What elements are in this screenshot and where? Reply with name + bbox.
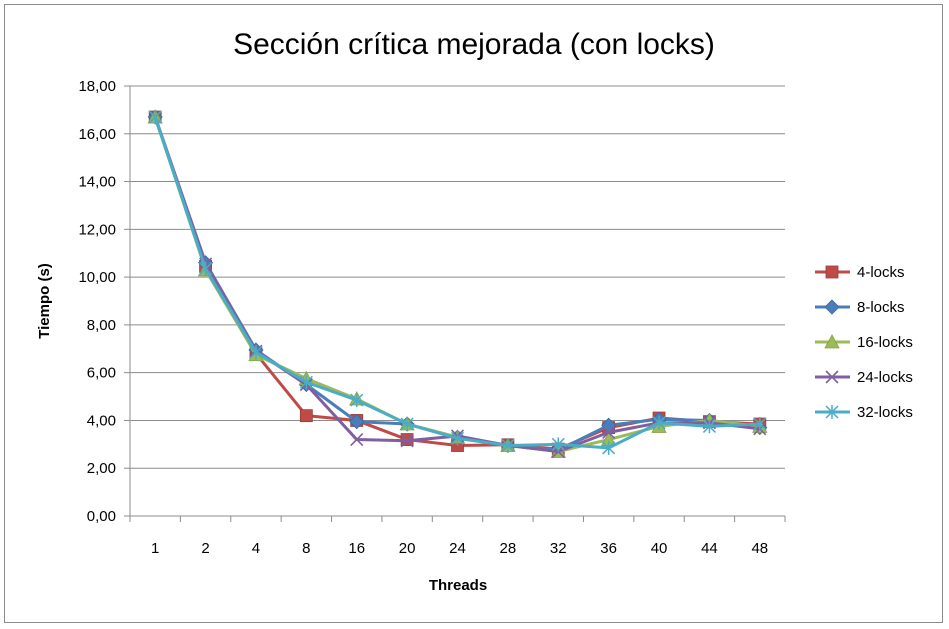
data-point — [400, 417, 414, 432]
legend-label: 16-locks — [857, 334, 913, 351]
x-tick-label: 16 — [348, 540, 365, 557]
chart-frame — [4, 4, 943, 623]
legend-marker — [824, 334, 840, 349]
x-tick-label: 4 — [252, 540, 260, 557]
series-line — [153, 116, 760, 453]
legend-label: 4-locks — [857, 264, 905, 281]
chart-title: Sección crítica mejorada (con locks) — [233, 28, 715, 61]
data-point — [652, 415, 666, 430]
legend-item: 16-locks — [815, 334, 913, 351]
y-tick-label: 18,00 — [78, 78, 116, 95]
x-tick-label: 24 — [449, 540, 466, 557]
data-point — [602, 440, 616, 455]
y-tick-label: 2,00 — [87, 460, 116, 477]
legend-marker — [825, 370, 839, 384]
legend-item: 8-locks — [815, 299, 905, 316]
legend-marker — [825, 265, 839, 279]
series-line — [153, 116, 761, 452]
x-tick-label: 48 — [751, 540, 768, 557]
x-tick-label: 28 — [500, 540, 517, 557]
legend-marker — [824, 299, 840, 315]
legend-label: 32-locks — [857, 404, 913, 421]
y-tick-label: 4,00 — [87, 412, 116, 429]
y-tick-label: 10,00 — [78, 269, 116, 286]
y-tick-label: 0,00 — [87, 508, 116, 525]
series-8-locks — [147, 109, 768, 458]
series-32-locks — [148, 110, 767, 455]
series-4-locks — [148, 110, 767, 456]
data-point — [501, 438, 515, 453]
x-tick-label: 2 — [201, 540, 209, 557]
gridlines — [130, 85, 785, 469]
x-tick-label: 40 — [651, 540, 668, 557]
y-tick-label: 16,00 — [78, 126, 116, 143]
series-layer — [147, 109, 768, 459]
data-point — [450, 431, 465, 446]
series-24-locks — [148, 110, 767, 459]
data-point — [148, 110, 162, 125]
series-16-locks — [147, 109, 768, 458]
x-tick-labels: 1 2 4 8 16 20 24 28 32 36 40 44 48 — [151, 540, 768, 557]
axes — [124, 85, 786, 522]
legend-label: 24-locks — [857, 369, 913, 386]
series-line — [153, 116, 760, 450]
data-point — [602, 425, 616, 439]
data-point — [702, 419, 716, 434]
x-tick-label: 44 — [701, 540, 718, 557]
x-axis-title: Threads — [429, 577, 487, 594]
y-tick-label: 14,00 — [78, 174, 116, 191]
data-point — [400, 434, 414, 448]
data-point — [349, 414, 365, 430]
y-tick-label: 6,00 — [87, 365, 116, 382]
data-point — [249, 345, 263, 360]
series-line — [153, 116, 760, 451]
legend-marker — [825, 405, 839, 419]
series-line — [153, 116, 760, 453]
data-point — [299, 409, 313, 423]
y-axis-title: Tiempo (s) — [36, 263, 53, 339]
data-point — [753, 417, 767, 432]
x-tick-label: 20 — [399, 540, 416, 557]
x-tick-label: 32 — [550, 540, 567, 557]
y-tick-label: 8,00 — [87, 317, 116, 334]
legend-label: 8-locks — [857, 299, 905, 316]
x-tick-label: 8 — [302, 540, 310, 557]
y-tick-labels: 0,00 2,00 4,00 6,00 8,00 10,00 12,00 14,00 16,00… — [78, 78, 116, 525]
legend-item: 24-locks — [815, 369, 913, 386]
data-point — [350, 432, 364, 447]
data-point — [199, 261, 213, 276]
x-tick-label: 36 — [600, 540, 617, 557]
data-point — [350, 393, 364, 408]
data-point — [299, 375, 313, 390]
legend-item: 4-locks — [815, 264, 905, 281]
y-tick-label: 12,00 — [78, 221, 116, 238]
x-tick-label: 1 — [151, 540, 159, 557]
legend: 4-locks 8-locks 16-locks 24-locks 32-locks — [815, 264, 913, 421]
data-point — [551, 437, 565, 452]
legend-item: 32-locks — [815, 404, 913, 421]
